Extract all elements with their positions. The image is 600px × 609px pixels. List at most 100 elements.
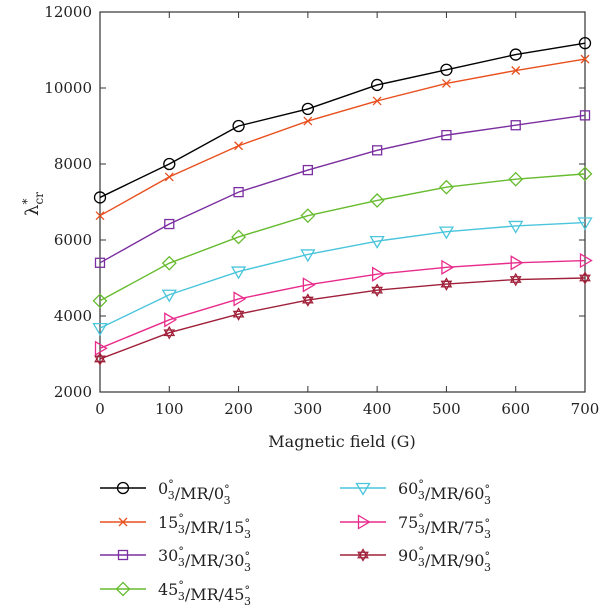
x-tick-label: 600 xyxy=(501,400,530,418)
series-line xyxy=(99,173,586,302)
data-point xyxy=(441,129,452,141)
data-point xyxy=(440,277,453,291)
legend-entry-3: 45° 3/MR/45° 3 xyxy=(100,579,251,608)
data-point xyxy=(301,102,315,116)
x-tick-label: 200 xyxy=(224,400,253,418)
subscript: 3 xyxy=(418,489,425,502)
x-tick-label: 100 xyxy=(155,400,184,418)
subscript: 3 xyxy=(418,556,425,569)
marker-part xyxy=(357,551,369,562)
data-point xyxy=(579,271,591,285)
data-point xyxy=(577,166,593,182)
series-2 xyxy=(94,110,591,268)
y-tick-label: 4000 xyxy=(54,307,92,325)
legend-text-part: 0 xyxy=(158,479,168,498)
degree-sign: ° xyxy=(418,512,424,525)
y-tick-label: 12000 xyxy=(44,3,92,21)
x-tick-label: 0 xyxy=(95,400,105,418)
data-point xyxy=(230,266,247,280)
legend-text-part: 75 xyxy=(398,513,418,532)
legend-marker xyxy=(118,517,128,527)
subscript: 3 xyxy=(484,494,491,507)
marker-part xyxy=(579,271,591,282)
data-point xyxy=(161,255,177,271)
legend-text-part: 60 xyxy=(398,479,418,498)
marker-part xyxy=(163,325,176,337)
legend-marker xyxy=(117,549,129,561)
degree-sign: ° xyxy=(168,478,174,491)
legend-entry-5: 75° 3/MR/75° 3 xyxy=(340,512,491,541)
degree-sign: ° xyxy=(418,545,424,558)
legend-label: 45° 3/MR/45° 3 xyxy=(158,579,251,608)
series-line xyxy=(99,277,586,360)
degree-sign: ° xyxy=(244,517,250,530)
marker-part xyxy=(509,272,522,283)
subscript: 3 xyxy=(178,556,185,569)
data-point xyxy=(95,211,105,221)
marker-part xyxy=(440,277,453,288)
data-point xyxy=(369,193,385,208)
data-point xyxy=(440,63,453,76)
series-0 xyxy=(93,37,592,204)
x-axis-label: Magnetic field (G) xyxy=(268,432,415,451)
series-1 xyxy=(95,54,590,221)
degree-sign: ° xyxy=(484,517,490,530)
legend-text-part: 90 xyxy=(398,546,418,565)
plot-frame xyxy=(99,11,586,393)
series-line xyxy=(99,58,586,217)
legend-label: 60° 3/MR/60° 3 xyxy=(398,478,491,507)
data-point xyxy=(578,37,592,50)
legend-marker xyxy=(355,482,371,496)
degree-sign: ° xyxy=(244,584,250,597)
data-point xyxy=(508,171,524,187)
data-point xyxy=(510,120,521,131)
data-point xyxy=(579,252,593,269)
subscript: 3 xyxy=(244,528,251,541)
data-point xyxy=(94,352,106,366)
marker-part xyxy=(440,280,453,291)
legend-label: 90° 3/MR/90° 3 xyxy=(398,545,491,574)
marker-part xyxy=(371,283,384,294)
legend-marker xyxy=(115,581,131,597)
data-point xyxy=(371,266,385,282)
data-point xyxy=(164,218,175,230)
degree-sign: ° xyxy=(178,579,184,592)
subscript: 3 xyxy=(484,561,491,574)
data-point xyxy=(94,340,108,356)
legend-marker xyxy=(357,548,369,562)
data-point xyxy=(301,293,314,307)
data-point xyxy=(371,145,383,156)
subscript: 3 xyxy=(418,523,425,536)
data-point xyxy=(233,186,244,198)
degree-sign: ° xyxy=(484,483,490,496)
data-point xyxy=(161,289,177,303)
data-point xyxy=(163,325,176,340)
data-point xyxy=(439,179,454,195)
data-point xyxy=(577,217,593,231)
data-point xyxy=(231,229,246,245)
data-point xyxy=(92,323,108,336)
marker-part xyxy=(163,329,176,340)
legend-entry-2: 30° 3/MR/30° 3 xyxy=(100,545,251,574)
data-point xyxy=(511,66,521,75)
subscript: 3 xyxy=(484,528,491,541)
data-point xyxy=(234,141,244,151)
y-axis-label-main: λ xyxy=(22,205,43,216)
legend-text-part: /MR/75 xyxy=(425,518,485,537)
series-line xyxy=(99,221,586,329)
subscript: 3 xyxy=(178,523,185,536)
marker-part xyxy=(94,352,106,363)
subscript: 3 xyxy=(224,494,231,507)
series-5 xyxy=(94,252,593,356)
legend-text-part: 30 xyxy=(158,546,178,565)
legend-entry-1: 15° 3/MR/15° 3 xyxy=(100,512,251,541)
data-point xyxy=(233,291,247,307)
legend-label: 75° 3/MR/75° 3 xyxy=(398,512,491,541)
data-point xyxy=(509,272,522,287)
data-point xyxy=(232,119,245,133)
y-axis-label-sup: * xyxy=(20,199,34,205)
marker-part xyxy=(232,307,245,318)
data-point xyxy=(369,235,385,249)
data-point xyxy=(372,96,382,106)
